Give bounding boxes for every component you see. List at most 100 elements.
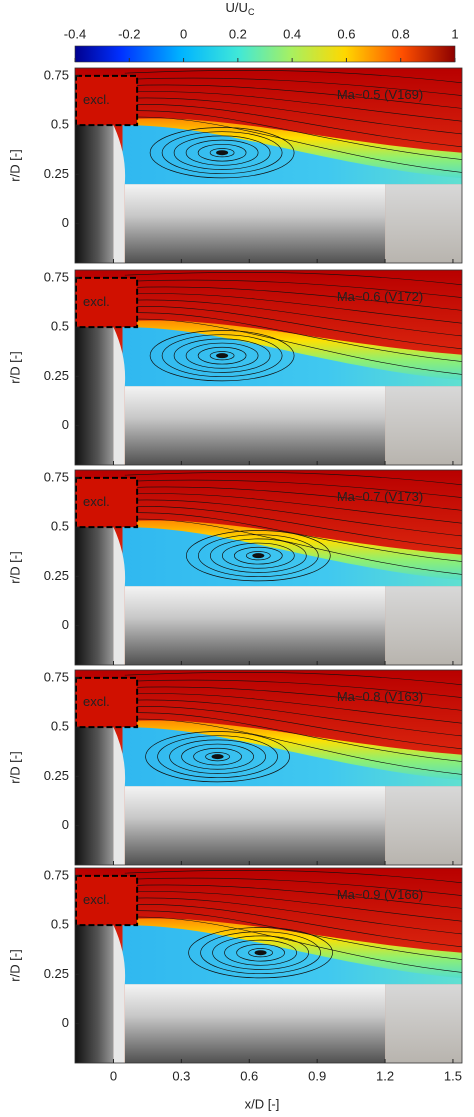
y-tick-label: 0.5 <box>51 319 69 334</box>
streamline <box>124 705 463 750</box>
streamline <box>124 505 463 550</box>
streamline <box>124 679 463 698</box>
colorbar-label: U/UC <box>226 0 255 17</box>
vortex-streamline <box>197 143 247 162</box>
vortex-streamline <box>205 752 230 762</box>
streamline <box>124 718 463 775</box>
vortex-streamline <box>193 747 242 766</box>
vortex-streamline <box>173 135 271 170</box>
y-tick-label: 0.5 <box>51 117 69 132</box>
vortex-streamline <box>145 731 290 783</box>
y-axis-label: r/D [-] <box>7 551 22 584</box>
x-tick-label: 1.5 <box>444 1068 462 1083</box>
panel: excl. Ma~0.7 (V173) 0.75 0.5 0.25 0 r/D [-] <box>7 469 463 666</box>
y-tick-label: 0.25 <box>44 966 69 981</box>
colorbar-tick-label: 0.4 <box>283 26 301 41</box>
streamline <box>124 293 463 324</box>
vortex-streamline <box>149 330 295 382</box>
streamline <box>124 103 463 148</box>
vortex-core <box>211 754 224 760</box>
streamline <box>124 877 463 896</box>
model-shoulder <box>113 925 126 1063</box>
colorbar-tick-label: -0.2 <box>118 26 140 41</box>
colorbar-tick-label: 0.8 <box>392 26 410 41</box>
vortex-streamline <box>248 948 273 958</box>
vortex-streamline <box>181 743 254 770</box>
streamline <box>124 903 463 948</box>
streamline <box>124 493 463 524</box>
excluded-label: excl. <box>83 892 110 907</box>
wake-region <box>385 184 462 263</box>
streamline <box>124 884 463 909</box>
streamline <box>124 499 463 537</box>
x-tick-label: 0.3 <box>172 1068 190 1083</box>
excluded-label: excl. <box>83 494 110 509</box>
model-shoulder <box>113 125 126 263</box>
vortex-streamline <box>236 943 285 962</box>
excluded-box <box>75 276 139 329</box>
vortex-streamline <box>157 735 278 779</box>
panel-frame <box>74 669 463 866</box>
y-tick-label: 0 <box>62 417 69 432</box>
streamline <box>124 869 463 884</box>
wake-region <box>385 386 462 465</box>
vortex-streamline <box>197 346 247 365</box>
streamline <box>124 286 463 311</box>
recirculation <box>122 125 463 185</box>
x-tick-label: 0.6 <box>240 1068 258 1083</box>
y-tick-label: 0.75 <box>44 67 69 82</box>
streamline <box>124 299 463 337</box>
vortex-streamline <box>161 334 283 378</box>
colorbar-label-main: U/U <box>226 0 248 15</box>
vortex-streamline <box>161 131 283 175</box>
vortex-streamline <box>149 127 295 179</box>
streamline <box>124 486 463 511</box>
wake-region <box>385 984 462 1063</box>
y-tick-label: 0.75 <box>44 469 69 484</box>
y-axis-label: r/D [-] <box>7 751 22 784</box>
excluded-label: excl. <box>83 694 110 709</box>
vortex-core <box>254 950 267 956</box>
x-tick-label: 0.9 <box>308 1068 326 1083</box>
streamline <box>124 110 463 160</box>
colorbar-tick-label: 0.6 <box>337 26 355 41</box>
panel: excl. Ma~0.8 (V163) 0.75 0.5 0.25 0 r/D [-] <box>7 669 463 866</box>
panel: excl. Ma~0.9 (V166) 0.75 0.5 0.25 0 r/D [-] 0 0.… <box>7 867 463 1083</box>
panel: excl. Ma~0.6 (V172) 0.75 0.5 0.25 0 r/D [-] <box>7 269 463 466</box>
colorbar <box>74 45 456 63</box>
streamline <box>124 712 463 762</box>
vortex-streamline <box>200 931 321 975</box>
streamline <box>124 97 463 135</box>
sting <box>124 386 386 465</box>
y-tick-label: 0 <box>62 1015 69 1030</box>
y-tick-label: 0 <box>62 617 69 632</box>
y-tick-label: 0.75 <box>44 269 69 284</box>
vortex-streamline <box>209 148 235 158</box>
colorbar-tick-label: 1 <box>451 26 458 41</box>
panel-frame <box>74 269 463 466</box>
streamline <box>124 312 463 362</box>
panel-frame <box>74 469 463 666</box>
vortex-core <box>216 150 229 156</box>
panel-annotation: Ma~0.6 (V172) <box>337 289 423 304</box>
x-tick-label: 1.2 <box>376 1068 394 1083</box>
streamline <box>124 305 463 350</box>
sting <box>124 586 386 665</box>
excluded-box <box>75 874 139 927</box>
streamline <box>124 512 463 562</box>
x-tick-label: 0 <box>110 1068 117 1083</box>
streamline <box>124 471 463 486</box>
vortex-core <box>216 353 229 359</box>
panel-frame <box>74 867 463 1064</box>
colorbar-label-sub: C <box>248 7 255 17</box>
model-base <box>75 327 114 465</box>
y-tick-label: 0.5 <box>51 719 69 734</box>
streamline <box>124 84 463 109</box>
y-tick-label: 0.25 <box>44 166 69 181</box>
y-tick-label: 0.75 <box>44 669 69 684</box>
streamline <box>124 271 463 286</box>
model-shoulder <box>113 527 126 665</box>
vortex-streamline <box>233 546 283 565</box>
vortex-streamline <box>185 530 331 582</box>
model-base <box>75 527 114 665</box>
